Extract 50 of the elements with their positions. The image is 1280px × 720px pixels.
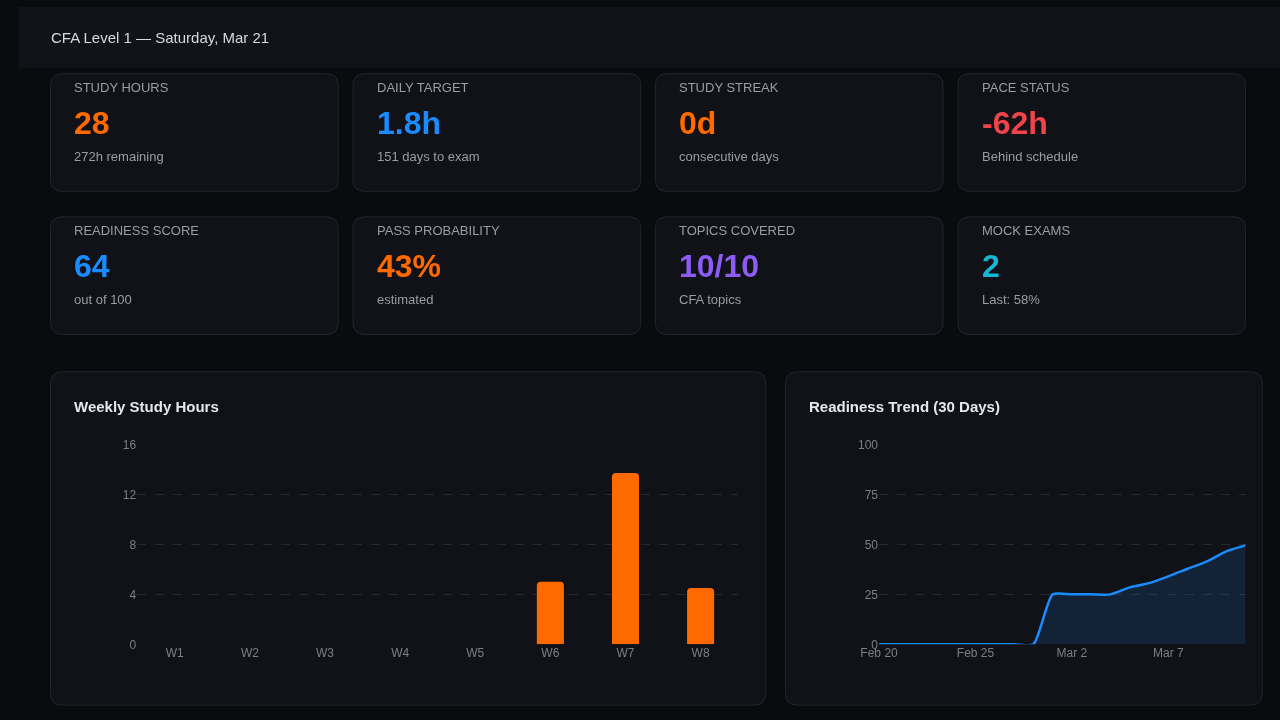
text: -62h [982,105,1048,141]
text: 2 [982,248,1000,284]
text: 0d [679,105,717,141]
text: 43% [377,248,442,284]
x-tick-label: Mar 7 [1153,646,1185,661]
x-tick-label: W1 [165,646,185,661]
y-tick-label: 75 [864,487,879,502]
y-tick-label: 100 [858,437,879,452]
chart-title: Readiness Trend (30 Days) [809,398,1000,415]
x-tick-label: Feb 25 [956,646,995,661]
text: Last: 58% [982,292,1041,307]
x-tick-label: W2 [240,646,260,661]
text: consecutive days [679,149,780,164]
y-tick-label: 16 [122,437,137,452]
text: MOCK EXAMS [982,223,1071,238]
text: 1.8h [377,105,442,141]
x-tick-label: W4 [391,646,410,661]
x-tick-label: W7 [616,646,635,661]
text: STUDY HOURS [74,80,169,95]
text: PASS PROBABILITY [377,223,500,238]
text: READINESS SCORE [74,223,200,238]
text: estimated [377,292,434,307]
text: CFA topics [679,292,742,307]
y-tick-label: 50 [864,537,879,552]
bar [687,588,715,645]
text: 272h remaining [74,149,164,164]
y-tick-label: 25 [864,587,879,602]
y-tick-label: 8 [129,537,137,552]
text: 151 days to exam [377,149,480,164]
x-tick-label: Mar 2 [1056,646,1088,661]
bar [536,581,564,645]
text: 28 [74,105,110,141]
text: PACE STATUS [982,80,1070,95]
text: out of 100 [74,292,132,307]
text: TOPICS COVERED [679,223,796,238]
y-tick-label: 0 [129,637,137,652]
text: 10/10 [679,248,760,284]
x-tick-label: W8 [691,646,710,661]
x-tick-label: W3 [316,646,335,661]
bar [611,473,640,645]
x-tick-label: W6 [541,646,560,661]
text: Behind schedule [982,149,1079,164]
text: DAILY TARGET [377,80,469,95]
y-tick-label: 12 [122,487,137,502]
x-tick-label: W5 [466,646,485,661]
text: CFA Level 1 — Saturday, Mar 21 [51,29,270,46]
chart-title: Weekly Study Hours [74,398,219,415]
text: STUDY STREAK [679,80,779,95]
y-tick-label: 4 [129,587,137,602]
text: 64 [74,248,110,284]
